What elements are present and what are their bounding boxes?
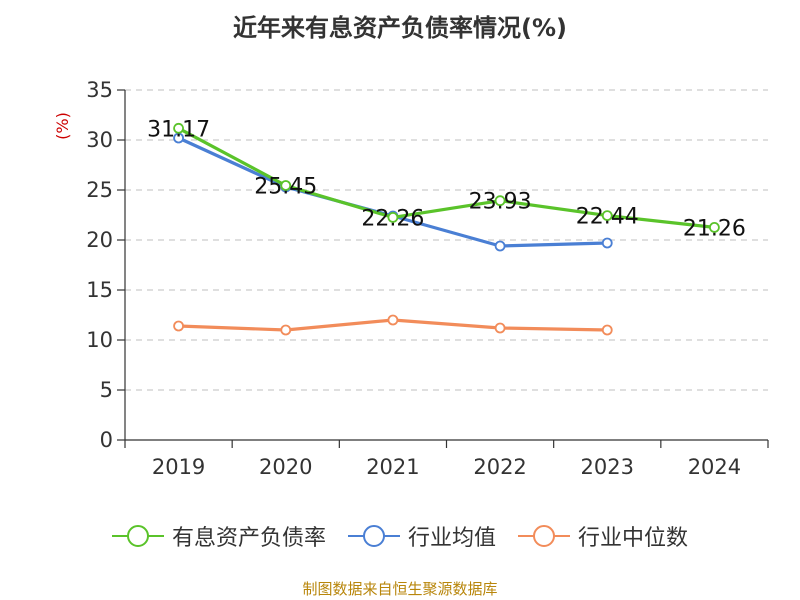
data-point [280, 180, 292, 191]
legend-marker-orange [518, 525, 570, 547]
data-label: 22.44 [576, 205, 639, 230]
y-tick-label: 30 [86, 128, 113, 152]
series-1 [173, 132, 613, 252]
series-line [177, 126, 715, 229]
x-tick-label: 2024 [688, 455, 741, 479]
data-point [601, 237, 613, 249]
data-point [280, 324, 292, 336]
x-tick-label: 2021 [366, 455, 419, 479]
data-point [494, 322, 506, 334]
series-2 [173, 314, 613, 336]
y-tick-label: 35 [86, 78, 113, 102]
legend-marker-blue [347, 525, 400, 547]
data-label: 22.26 [361, 206, 424, 231]
x-tick-label: 2019 [152, 455, 205, 479]
data-point [387, 314, 399, 326]
data-point [494, 195, 506, 207]
legend-item-interest-debt-ratio[interactable]: 有息资产负债率 [111, 520, 326, 552]
y-tick-label: 25 [86, 178, 113, 202]
y-tick-label: 0 [100, 428, 113, 452]
x-tick-label: 2020 [259, 455, 312, 479]
series-0 [173, 122, 720, 233]
data-point [601, 210, 613, 222]
data-point [601, 324, 613, 336]
data-point [173, 122, 184, 134]
data-point [173, 320, 184, 332]
y-tick-label: 20 [86, 228, 113, 252]
data-label: 21.26 [683, 216, 746, 241]
legend-label: 行业中位数 [578, 526, 689, 551]
data-labels: 31.17 25.45 22.26 23.93 22.44 21.26 [147, 117, 746, 241]
chart-title: 近年来有息资产负债率情况(%) [233, 14, 567, 42]
legend-label: 有息资产负债率 [171, 526, 326, 551]
data-label: 23.93 [469, 190, 532, 215]
data-point [387, 211, 399, 223]
y-tick-label: 15 [86, 278, 113, 302]
y-tick-label: 10 [86, 328, 113, 352]
data-point [709, 221, 720, 233]
legend-marker-green [111, 525, 164, 547]
legend-item-industry-mean[interactable]: 行业均值 [347, 520, 496, 552]
data-source-note: 制图数据来自恒生聚源数据库 [302, 580, 498, 598]
x-tick-label: 2023 [581, 455, 634, 479]
x-tick-label: 2022 [473, 455, 526, 479]
grid-lines [125, 89, 768, 391]
legend-label: 行业均值 [407, 526, 496, 551]
legend-item-industry-median[interactable]: 行业中位数 [518, 520, 688, 552]
y-axis-label: (%) [53, 112, 72, 140]
legend: 有息资产负债率 行业均值 行业中位数 [0, 520, 800, 552]
series-lines [173, 122, 720, 336]
y-tick-label: 5 [100, 378, 113, 402]
data-point [494, 240, 506, 252]
x-tick-labels: 2019 2020 2021 2022 2023 2024 [152, 455, 741, 479]
y-tick-labels: 0 5 10 15 20 25 30 35 [86, 78, 113, 452]
data-label: 25.45 [254, 175, 317, 200]
axes [117, 89, 769, 448]
data-label: 31.17 [147, 117, 210, 142]
